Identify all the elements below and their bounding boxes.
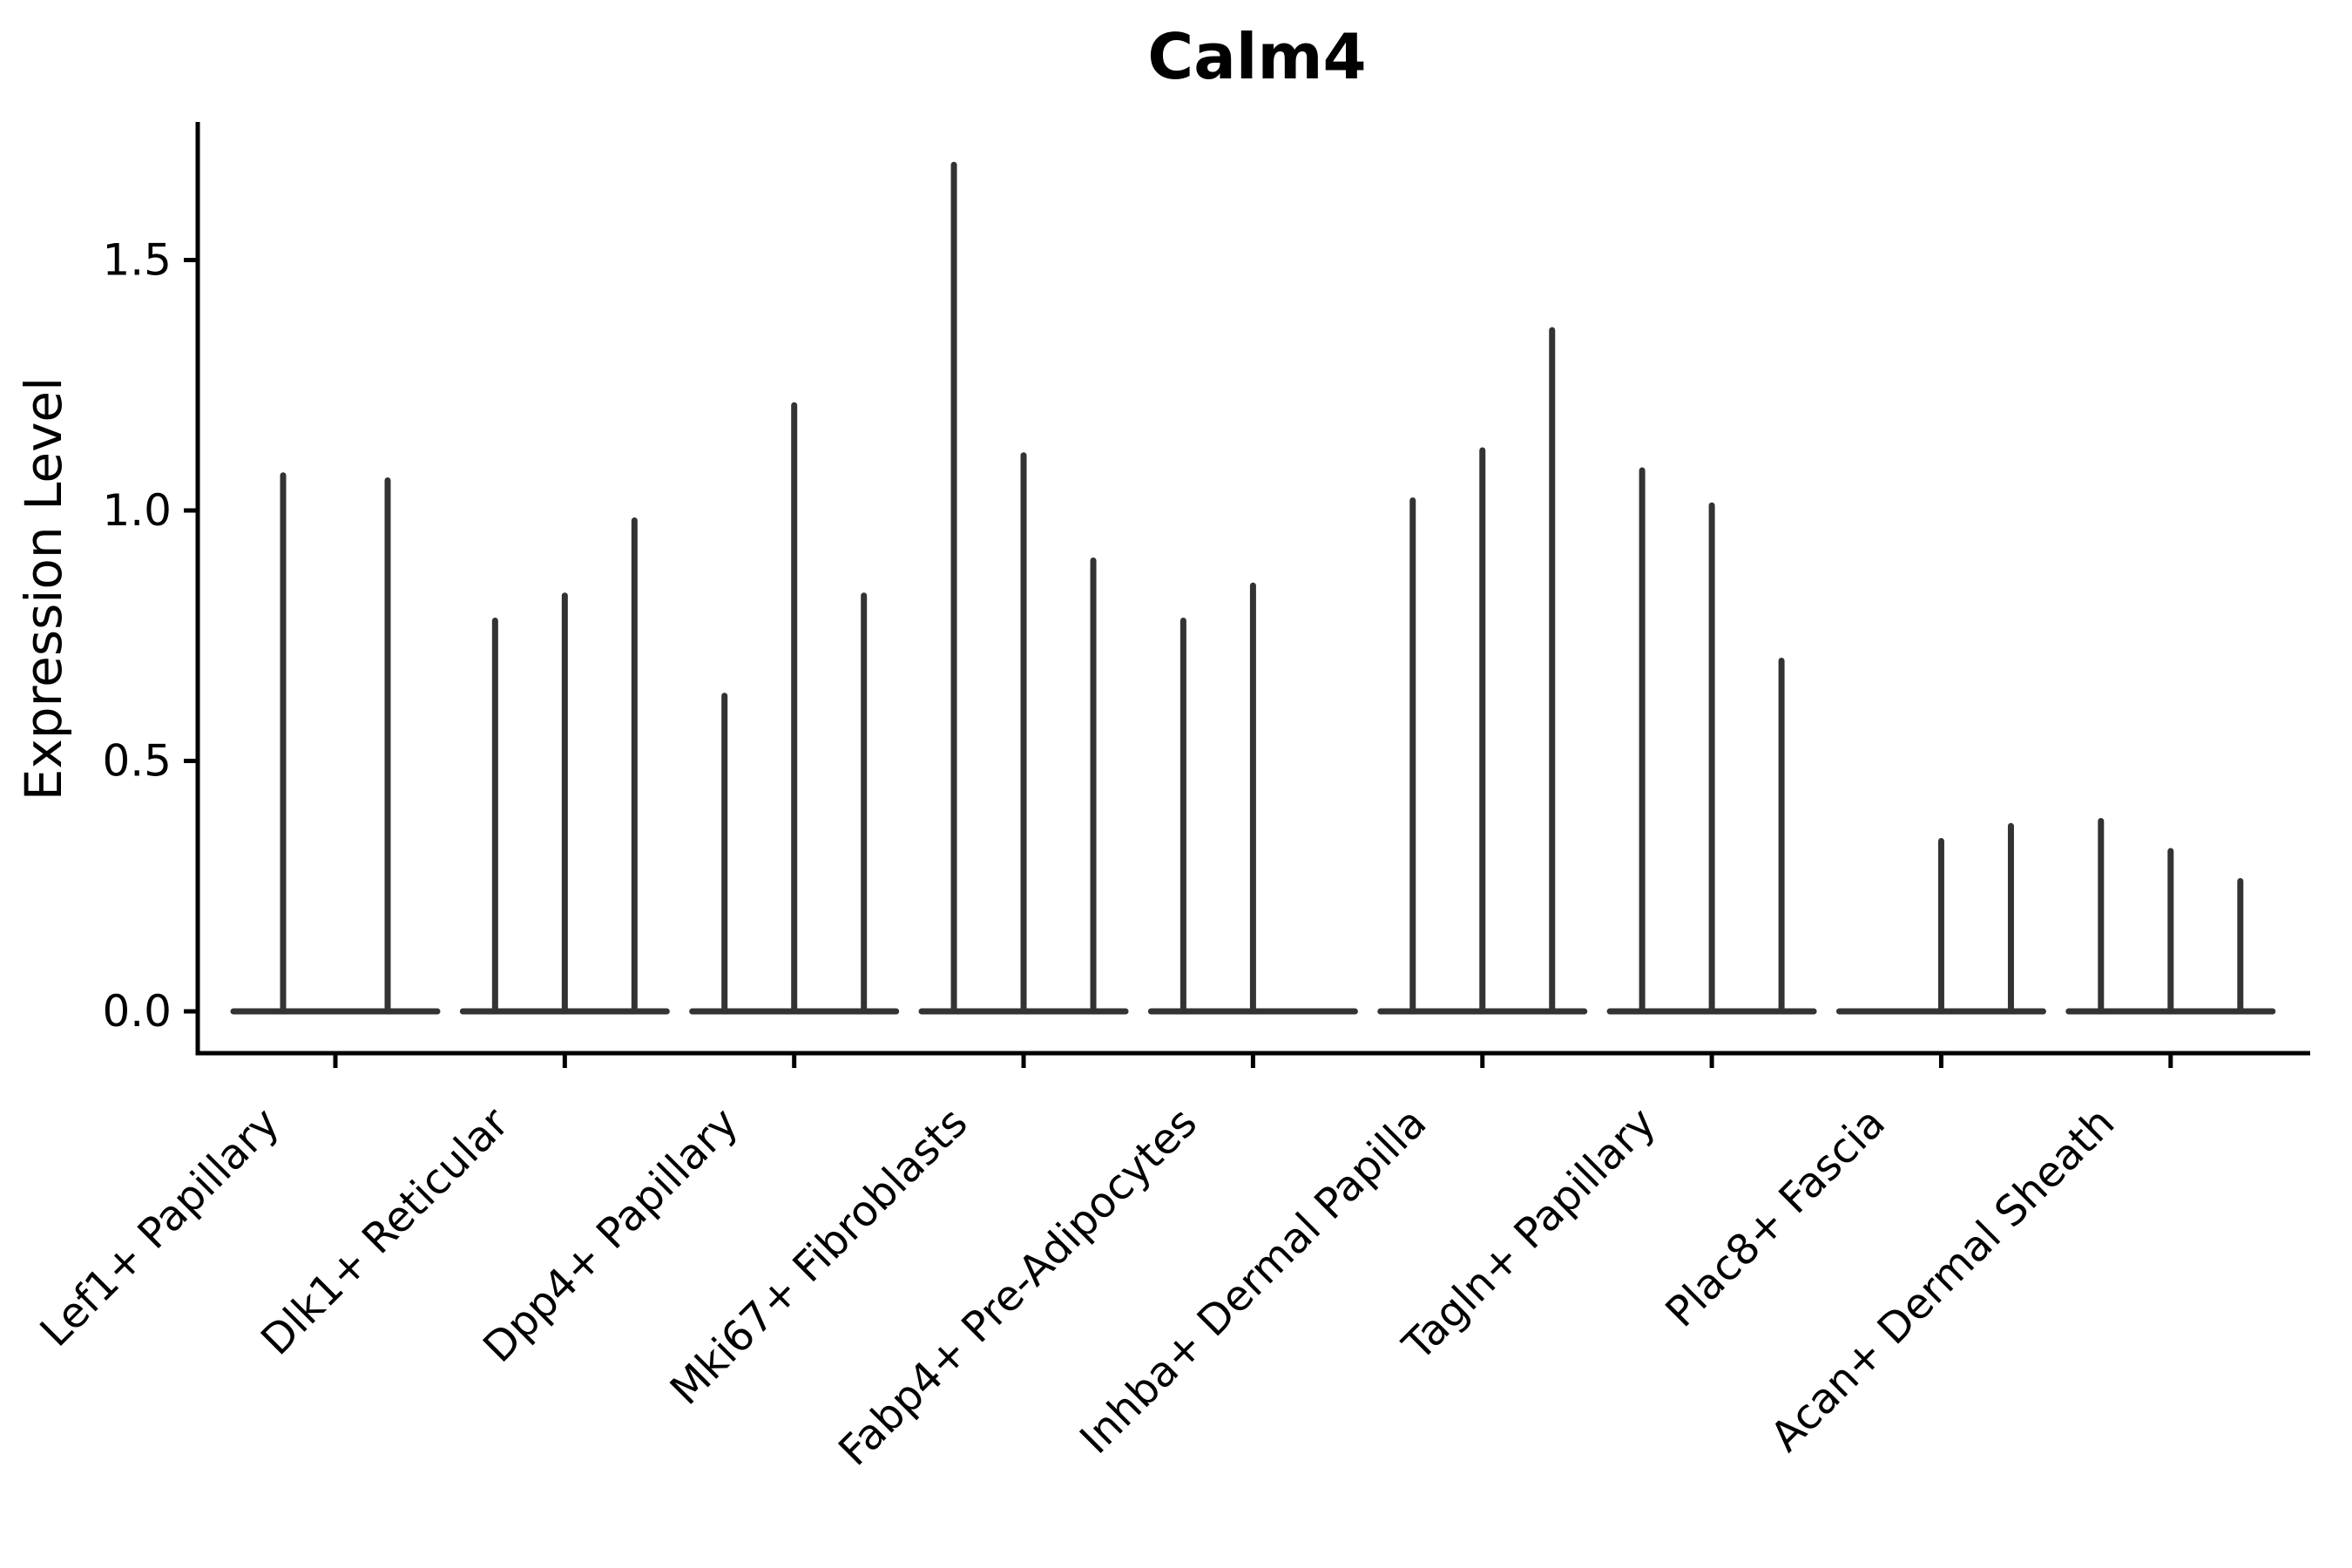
x-axis-category-label: Plac8+ Fascia xyxy=(1656,1098,1895,1337)
y-tick-label: 0.5 xyxy=(102,736,172,787)
y-tick-label: 0.0 xyxy=(102,986,172,1037)
x-axis-category-label: Dlk1+ Reticular xyxy=(252,1098,518,1365)
violin-series xyxy=(230,161,2276,1015)
x-axis-category-label: Lef1+ Papillary xyxy=(31,1098,289,1356)
x-axis-ticks xyxy=(333,1055,2173,1068)
x-axis-category-label: Tagln+ Papillary xyxy=(1393,1098,1665,1370)
y-tick-label: 1.5 xyxy=(102,235,172,286)
y-axis-ticks: 0.0 0.5 1.0 1.5 xyxy=(102,235,198,1037)
y-tick-label: 1.0 xyxy=(102,485,172,536)
x-axis-category-label: Dpp4+ Papillary xyxy=(474,1098,747,1372)
y-axis-label: Expression Level xyxy=(14,377,73,801)
chart-title: Calm4 xyxy=(1147,20,1366,93)
